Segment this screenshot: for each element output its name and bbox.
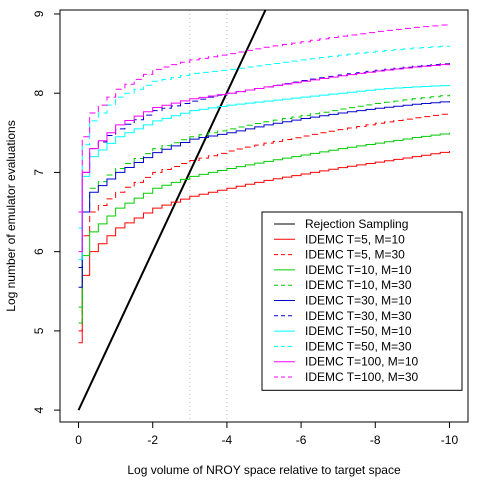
series-line-9: [78, 63, 450, 253]
y-tick-label: 7: [32, 169, 46, 176]
series-line-2: [78, 113, 450, 332]
legend-label: IDEMC T=10, M=10: [305, 263, 412, 277]
x-tick-label: -4: [222, 433, 233, 447]
legend-label: IDEMC T=30, M=30: [305, 309, 412, 323]
x-axis-label: Log volume of NROY space relative to tar…: [127, 463, 401, 477]
legend-label: IDEMC T=100, M=30: [305, 370, 418, 384]
series-line-1: [78, 151, 450, 344]
y-tick-label: 4: [32, 406, 46, 413]
series-line-7: [78, 85, 450, 261]
y-tick-label: 5: [32, 327, 46, 334]
x-axis: 0 -2 -4 -6 -8 -10: [75, 421, 459, 447]
reference-lines: [189, 10, 228, 422]
legend-label: IDEMC T=30, M=10: [305, 294, 412, 308]
legend-label: IDEMC T=100, M=10: [305, 355, 418, 369]
legend-label: IDEMC T=50, M=30: [305, 339, 412, 353]
x-tick-label: -8: [370, 433, 381, 447]
legend-label: Rejection Sampling: [305, 217, 408, 231]
series-line-10: [78, 24, 450, 213]
y-axis-label: Log number of emulator evaluations: [4, 120, 18, 311]
y-tick-label: 6: [32, 248, 46, 255]
legend-label: IDEMC T=50, M=10: [305, 324, 412, 338]
series-line-3: [78, 132, 450, 324]
x-tick-label: -6: [296, 433, 307, 447]
series-line-5: [78, 101, 450, 288]
series-line-4: [78, 94, 450, 308]
series-line-8: [78, 45, 450, 229]
y-tick-label: 9: [32, 10, 46, 17]
y-axis: 4 5 6 7 8 9: [32, 10, 61, 413]
legend-label: IDEMC T=5, M=30: [305, 248, 405, 262]
legend-box: [261, 211, 463, 391]
x-tick-label: 0: [75, 433, 82, 447]
x-tick-label: -2: [147, 433, 158, 447]
legend-label: IDEMC T=10, M=30: [305, 278, 412, 292]
series-line-0: [77, 10, 267, 411]
y-tick-label: 8: [32, 90, 46, 97]
x-tick-label: -10: [441, 433, 459, 447]
series-lines: [77, 10, 450, 411]
legend-label: IDEMC T=5, M=10: [305, 232, 405, 246]
